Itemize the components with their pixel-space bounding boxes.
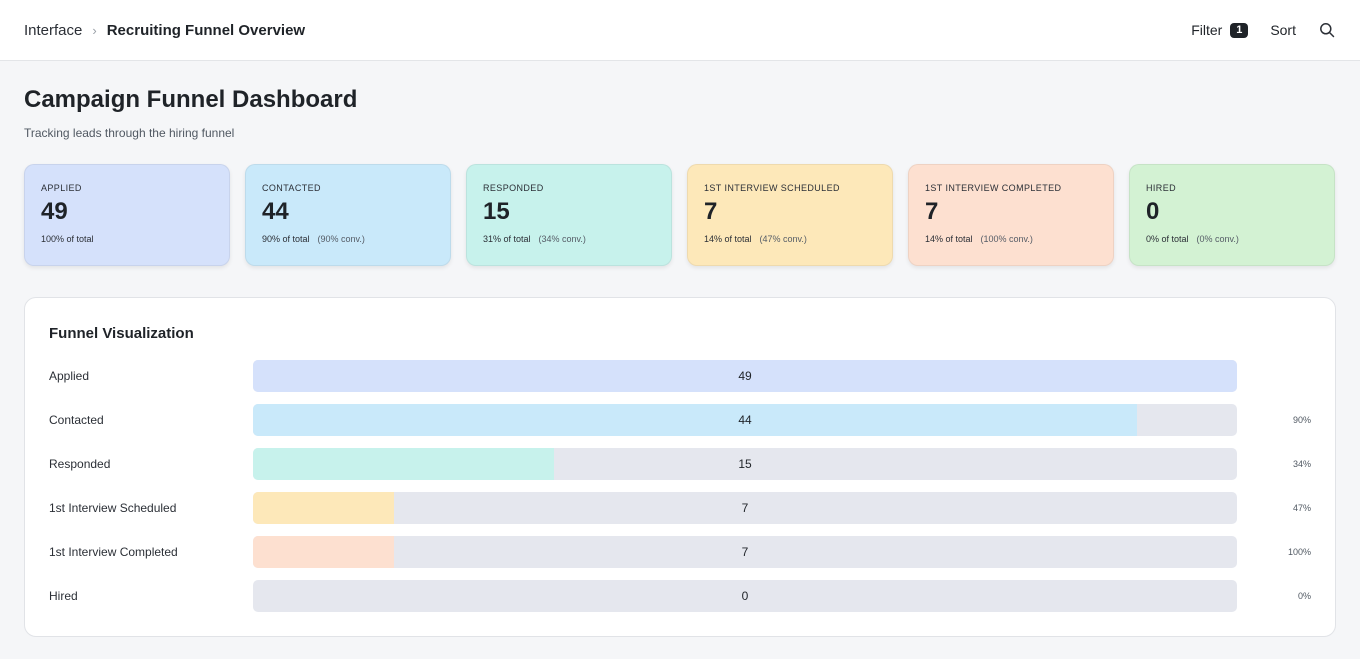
funnel-title: Funnel Visualization	[49, 325, 194, 342]
funnel-row-label: Applied	[49, 369, 90, 383]
filter-count-badge: 1	[1230, 22, 1249, 38]
funnel-row-label: Responded	[49, 457, 111, 471]
search-icon[interactable]	[1318, 21, 1336, 39]
stat-card: APPLIED 49 100% of total	[24, 164, 230, 266]
funnel-row: Responded 15 34%	[49, 448, 1311, 480]
funnel-row-label: 1st Interview Scheduled	[49, 501, 177, 515]
funnel-bar-track: 0	[253, 580, 1237, 612]
funnel-row-label: Hired	[49, 589, 78, 603]
stat-card-meta: 31% of total (34% conv.)	[483, 234, 655, 244]
stat-card-label: 1ST INTERVIEW COMPLETED	[925, 183, 1062, 193]
stat-card-meta: 14% of total (47% conv.)	[704, 234, 876, 244]
breadcrumb: Interface › Recruiting Funnel Overview	[24, 22, 305, 39]
stat-card-label: RESPONDED	[483, 183, 544, 193]
page-title: Campaign Funnel Dashboard	[24, 86, 358, 113]
chevron-right-icon: ›	[92, 22, 97, 38]
stat-card: HIRED 0 0% of total (0% conv.)	[1129, 164, 1335, 266]
funnel-bar-track: 49	[253, 360, 1237, 392]
stat-card-pct: 100% of total	[41, 234, 94, 244]
funnel-row: 1st Interview Scheduled 7 47%	[49, 492, 1311, 524]
stat-card-pct: 0% of total	[1146, 234, 1189, 244]
funnel-bar-track: 15	[253, 448, 1237, 480]
stat-card-pct: 14% of total	[704, 234, 752, 244]
funnel-bar-count: 7	[741, 501, 749, 515]
stat-cards: APPLIED 49 100% of total CONTACTED 44 90% of …	[24, 164, 1336, 266]
funnel-bar-track: 44	[253, 404, 1237, 436]
filter-button[interactable]: Filter 1	[1191, 22, 1249, 38]
stat-card-label: HIRED	[1146, 183, 1177, 193]
funnel-bar-count: 7	[741, 545, 749, 559]
funnel-bar-fill	[253, 492, 394, 524]
funnel-row-percent: 0%	[1297, 591, 1311, 601]
stat-card-value: 49	[41, 198, 68, 225]
funnel-row: Applied 49	[49, 360, 1311, 392]
sort-button[interactable]: Sort	[1270, 22, 1296, 38]
top-bar: Interface › Recruiting Funnel Overview F…	[0, 0, 1360, 61]
stat-card-label: APPLIED	[41, 183, 82, 193]
funnel-bar-fill	[253, 404, 1137, 436]
funnel-row-percent: 100%	[1287, 547, 1311, 557]
stat-card-meta: 14% of total (100% conv.)	[925, 234, 1097, 244]
funnel-panel: Funnel Visualization Applied 49 Contacted 4…	[24, 297, 1336, 637]
funnel-bar-track: 7	[253, 492, 1237, 524]
funnel-row-percent: 34%	[1292, 459, 1311, 469]
toolbar-actions: Filter 1 Sort	[1191, 21, 1336, 39]
funnel-bar-track: 7	[253, 536, 1237, 568]
funnel-row: Contacted 44 90%	[49, 404, 1311, 436]
funnel-bar-fill	[253, 360, 1237, 392]
stat-card-meta: 100% of total	[41, 234, 213, 244]
funnel-row: Hired 0 0%	[49, 580, 1311, 612]
stat-card-value: 0	[1146, 198, 1160, 225]
stat-card-meta: 90% of total (90% conv.)	[262, 234, 434, 244]
funnel-row-label: 1st Interview Completed	[49, 545, 178, 559]
stat-card-value: 7	[925, 198, 939, 225]
stat-card-meta: 0% of total (0% conv.)	[1146, 234, 1318, 244]
filter-label: Filter	[1191, 22, 1223, 38]
main-content: Campaign Funnel Dashboard Tracking leads…	[0, 61, 1360, 637]
funnel-row-percent: 47%	[1292, 503, 1311, 513]
stat-card-value: 44	[262, 198, 289, 225]
sort-label: Sort	[1270, 22, 1296, 38]
stat-card-conversion: (34% conv.)	[538, 234, 586, 244]
stat-card-pct: 31% of total	[483, 234, 531, 244]
stat-card-conversion: (100% conv.)	[980, 234, 1033, 244]
funnel-bar-count: 44	[738, 413, 752, 427]
funnel-bar-count: 49	[738, 369, 752, 383]
funnel-chart: Applied 49 Contacted 44 90% Responded 15 34% 1st…	[49, 360, 1311, 612]
stat-card-conversion: (0% conv.)	[1196, 234, 1239, 244]
stat-card: 1ST INTERVIEW COMPLETED 7 14% of total (100…	[908, 164, 1114, 266]
stat-card: 1ST INTERVIEW SCHEDULED 7 14% of total (47%…	[687, 164, 893, 266]
breadcrumb-current: Recruiting Funnel Overview	[106, 21, 306, 39]
funnel-bar-fill	[253, 536, 394, 568]
stat-card-label: CONTACTED	[262, 183, 321, 193]
stat-card-value: 15	[483, 198, 510, 225]
funnel-row: 1st Interview Completed 7 100%	[49, 536, 1311, 568]
stat-card: CONTACTED 44 90% of total (90% conv.)	[245, 164, 451, 266]
funnel-bar-count: 0	[741, 589, 749, 603]
stat-card-pct: 90% of total	[262, 234, 310, 244]
funnel-row-percent: 90%	[1292, 415, 1311, 425]
funnel-bar-count: 15	[738, 457, 752, 471]
stat-card-label: 1ST INTERVIEW SCHEDULED	[704, 183, 840, 193]
funnel-row-label: Contacted	[49, 413, 104, 427]
stat-card-value: 7	[704, 198, 718, 225]
breadcrumb-root-link[interactable]: Interface	[24, 21, 83, 39]
stat-card: RESPONDED 15 31% of total (34% conv.)	[466, 164, 672, 266]
stat-card-pct: 14% of total	[925, 234, 973, 244]
stat-card-conversion: (90% conv.)	[317, 234, 365, 244]
stat-card-conversion: (47% conv.)	[759, 234, 807, 244]
page-subtitle: Tracking leads through the hiring funnel	[24, 126, 235, 140]
funnel-bar-fill	[253, 448, 555, 480]
